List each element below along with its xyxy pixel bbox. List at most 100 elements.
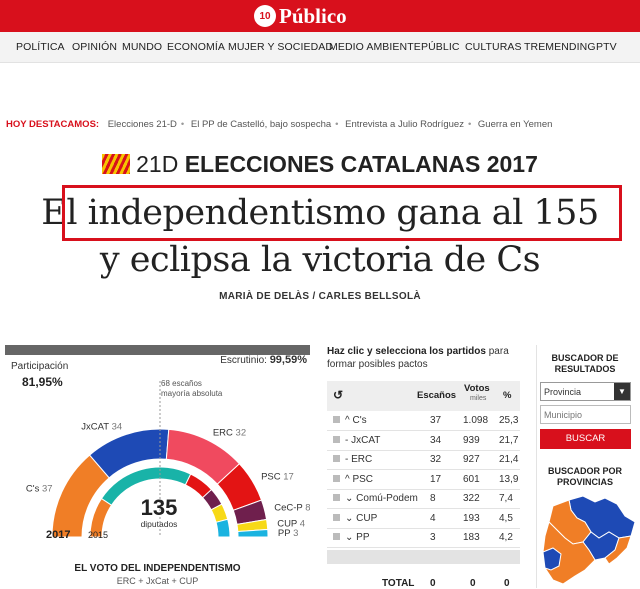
highlight-link[interactable]: Entrevista a Julio Rodríguez [345, 119, 464, 130]
total-pct: 0 [504, 578, 510, 589]
nav-medio-ambiente[interactable]: MEDIO AMBIENTE [329, 41, 421, 53]
hemicycle-chart[interactable]: C's 37 JxCAT 34 ERC 32 PSC 17 CeC-P 8 CUP 4PP… [5, 345, 310, 560]
pacts-intro-rest: para formar posibles pactos [327, 346, 509, 370]
total-escanos: 0 [430, 578, 436, 589]
separator-dot: • [335, 119, 339, 130]
total-label: TOTAL [382, 578, 415, 589]
independence-vote-subtitle: ERC + JxCat + CUP [116, 576, 199, 586]
majority-label-1: 68 escaños [161, 379, 202, 388]
party-seats: 3 [430, 532, 436, 543]
province-finder-title: BUSCADOR POR PROVINCIAS [537, 466, 633, 488]
reset-icon[interactable]: ↺ [333, 388, 344, 402]
party-pct: 4,2 [499, 532, 513, 543]
party-seats: 8 [430, 493, 436, 504]
table-row[interactable]: ⌄ CUP 4 193 4,5 [327, 509, 520, 529]
selection-bar [327, 550, 520, 564]
main-nav: POLÍTICA OPINIÓN MUNDO ECONOMÍA MUJER Y … [0, 32, 640, 63]
chart-header-bar [5, 345, 310, 355]
party-pct: 7,4 [499, 493, 513, 504]
nav-ptv[interactable]: PTV [596, 41, 617, 53]
table-row[interactable]: ⌄ PP 3 183 4,2 [327, 528, 520, 548]
row-checkbox[interactable] [333, 435, 340, 443]
nav-tremending[interactable]: TREMENDING [524, 41, 596, 53]
province-terres-ebre[interactable] [542, 547, 562, 571]
center-seat-count: 135 [141, 495, 178, 520]
finder-title: BUSCADOR DE RESULTADOS [537, 353, 633, 375]
party-seat-label: CeC-P 8 [274, 503, 310, 514]
nav-public[interactable]: PÚBLIC [421, 41, 460, 53]
highlight-link[interactable]: El PP de Castelló, bajo sospecha [190, 119, 332, 130]
seat-arc-2015[interactable] [215, 518, 231, 538]
finder-title-1: BUSCADOR DE [551, 353, 619, 363]
site-logo[interactable]: 10 Público [254, 4, 347, 28]
headline-highlight-box [62, 185, 622, 241]
search-button[interactable]: BUSCAR [540, 429, 631, 449]
total-votos: 0 [470, 578, 476, 589]
party-name: - ERC [345, 454, 373, 465]
nav-opinion[interactable]: OPINIÓN [72, 41, 118, 53]
kicker-title: ELECCIONES CATALANAS 2017 [184, 151, 538, 177]
row-checkbox[interactable] [333, 474, 340, 482]
party-votes: 322 [463, 493, 480, 504]
province-barcelona-coast[interactable] [604, 535, 632, 565]
table-row[interactable]: - JxCAT 34 939 21,7 [327, 431, 520, 451]
pacts-intro-bold: Haz clic y selecciona los partidos [327, 346, 486, 357]
logo-badge: 10 [254, 5, 276, 27]
row-checkbox[interactable] [333, 533, 340, 540]
party-pct: 25,3 [499, 415, 519, 426]
col-votos-sub: miles [470, 395, 487, 402]
row-checkbox[interactable] [333, 494, 340, 501]
catalonia-map[interactable] [539, 492, 639, 588]
party-name: ⌄ PP [345, 532, 370, 543]
headline-line-2[interactable]: y eclipsa la victoria de Cs [99, 240, 541, 280]
separator-dot: • [467, 119, 472, 130]
table-row[interactable]: ^ C's 37 1.098 25,3 [327, 411, 520, 431]
col-pct: % [503, 390, 512, 401]
majority-label-2: mayoría absoluta [161, 389, 223, 398]
scrutiny-value: 99,59% [269, 354, 307, 366]
row-checkbox[interactable] [333, 455, 340, 462]
party-seat-label: ERC 32 [213, 428, 246, 439]
row-checkbox[interactable] [333, 513, 340, 521]
table-row[interactable]: - ERC 32 927 21,4 [327, 450, 520, 470]
party-name: - JxCAT [345, 434, 381, 446]
seat-arc-2017[interactable] [237, 528, 269, 538]
highlight-link[interactable]: Guerra en Yemen [477, 119, 553, 130]
headline-line-1[interactable]: El independentismo gana al 155 [41, 193, 599, 233]
section-kicker: 21D ELECCIONES CATALANAS 2017 [0, 151, 640, 178]
highlight-link[interactable]: Elecciones 21-D [107, 119, 177, 130]
prov-title-1: BUSCADOR POR [547, 466, 622, 476]
prov-title-2: PROVINCIAS [556, 477, 613, 487]
table-row[interactable]: ⌄ Comú-Podem 8 322 7,4 [327, 489, 520, 509]
party-pct: 21,7 [499, 434, 519, 446]
party-seats: 4 [430, 512, 436, 524]
party-seat-label: C's 37 [26, 484, 53, 495]
nav-mujer-sociedad[interactable]: MUJER Y SOCIEDAD [228, 41, 334, 53]
nav-mundo[interactable]: MUNDO [122, 41, 163, 53]
scrutiny-readout: Escrutinio: 99,59% [220, 354, 307, 366]
row-checkbox[interactable] [333, 416, 340, 423]
table-row[interactable]: ^ PSC 17 601 13,9 [327, 470, 520, 490]
party-votes: 1.098 [463, 415, 489, 426]
party-votes: 927 [463, 454, 480, 465]
top-bar: 10 Público [0, 0, 640, 32]
separator-dot: • [180, 119, 185, 130]
participation-value: 81,95% [22, 375, 63, 389]
nav-economia[interactable]: ECONOMÍA [167, 41, 225, 53]
party-pct: 21,4 [499, 454, 519, 465]
highlights-label: HOY DESTACAMOS: [6, 119, 100, 130]
independence-vote-title: EL VOTO DEL INDEPENDENTISMO [74, 563, 241, 574]
party-votes: 939 [463, 434, 480, 446]
party-votes: 183 [463, 532, 480, 543]
kicker-date: 21D [136, 151, 179, 177]
col-escanos: Escaños [417, 390, 457, 401]
nav-politica[interactable]: POLÍTICA [16, 41, 65, 53]
party-votes: 193 [463, 512, 480, 524]
party-seats: 37 [430, 415, 442, 426]
party-name: ^ PSC [345, 473, 374, 485]
nav-culturas[interactable]: CULTURAS [465, 41, 522, 53]
municipality-input[interactable] [540, 405, 631, 424]
province-select[interactable]: Provincia ▼ [540, 382, 631, 401]
party-pct: 4,5 [499, 512, 513, 524]
